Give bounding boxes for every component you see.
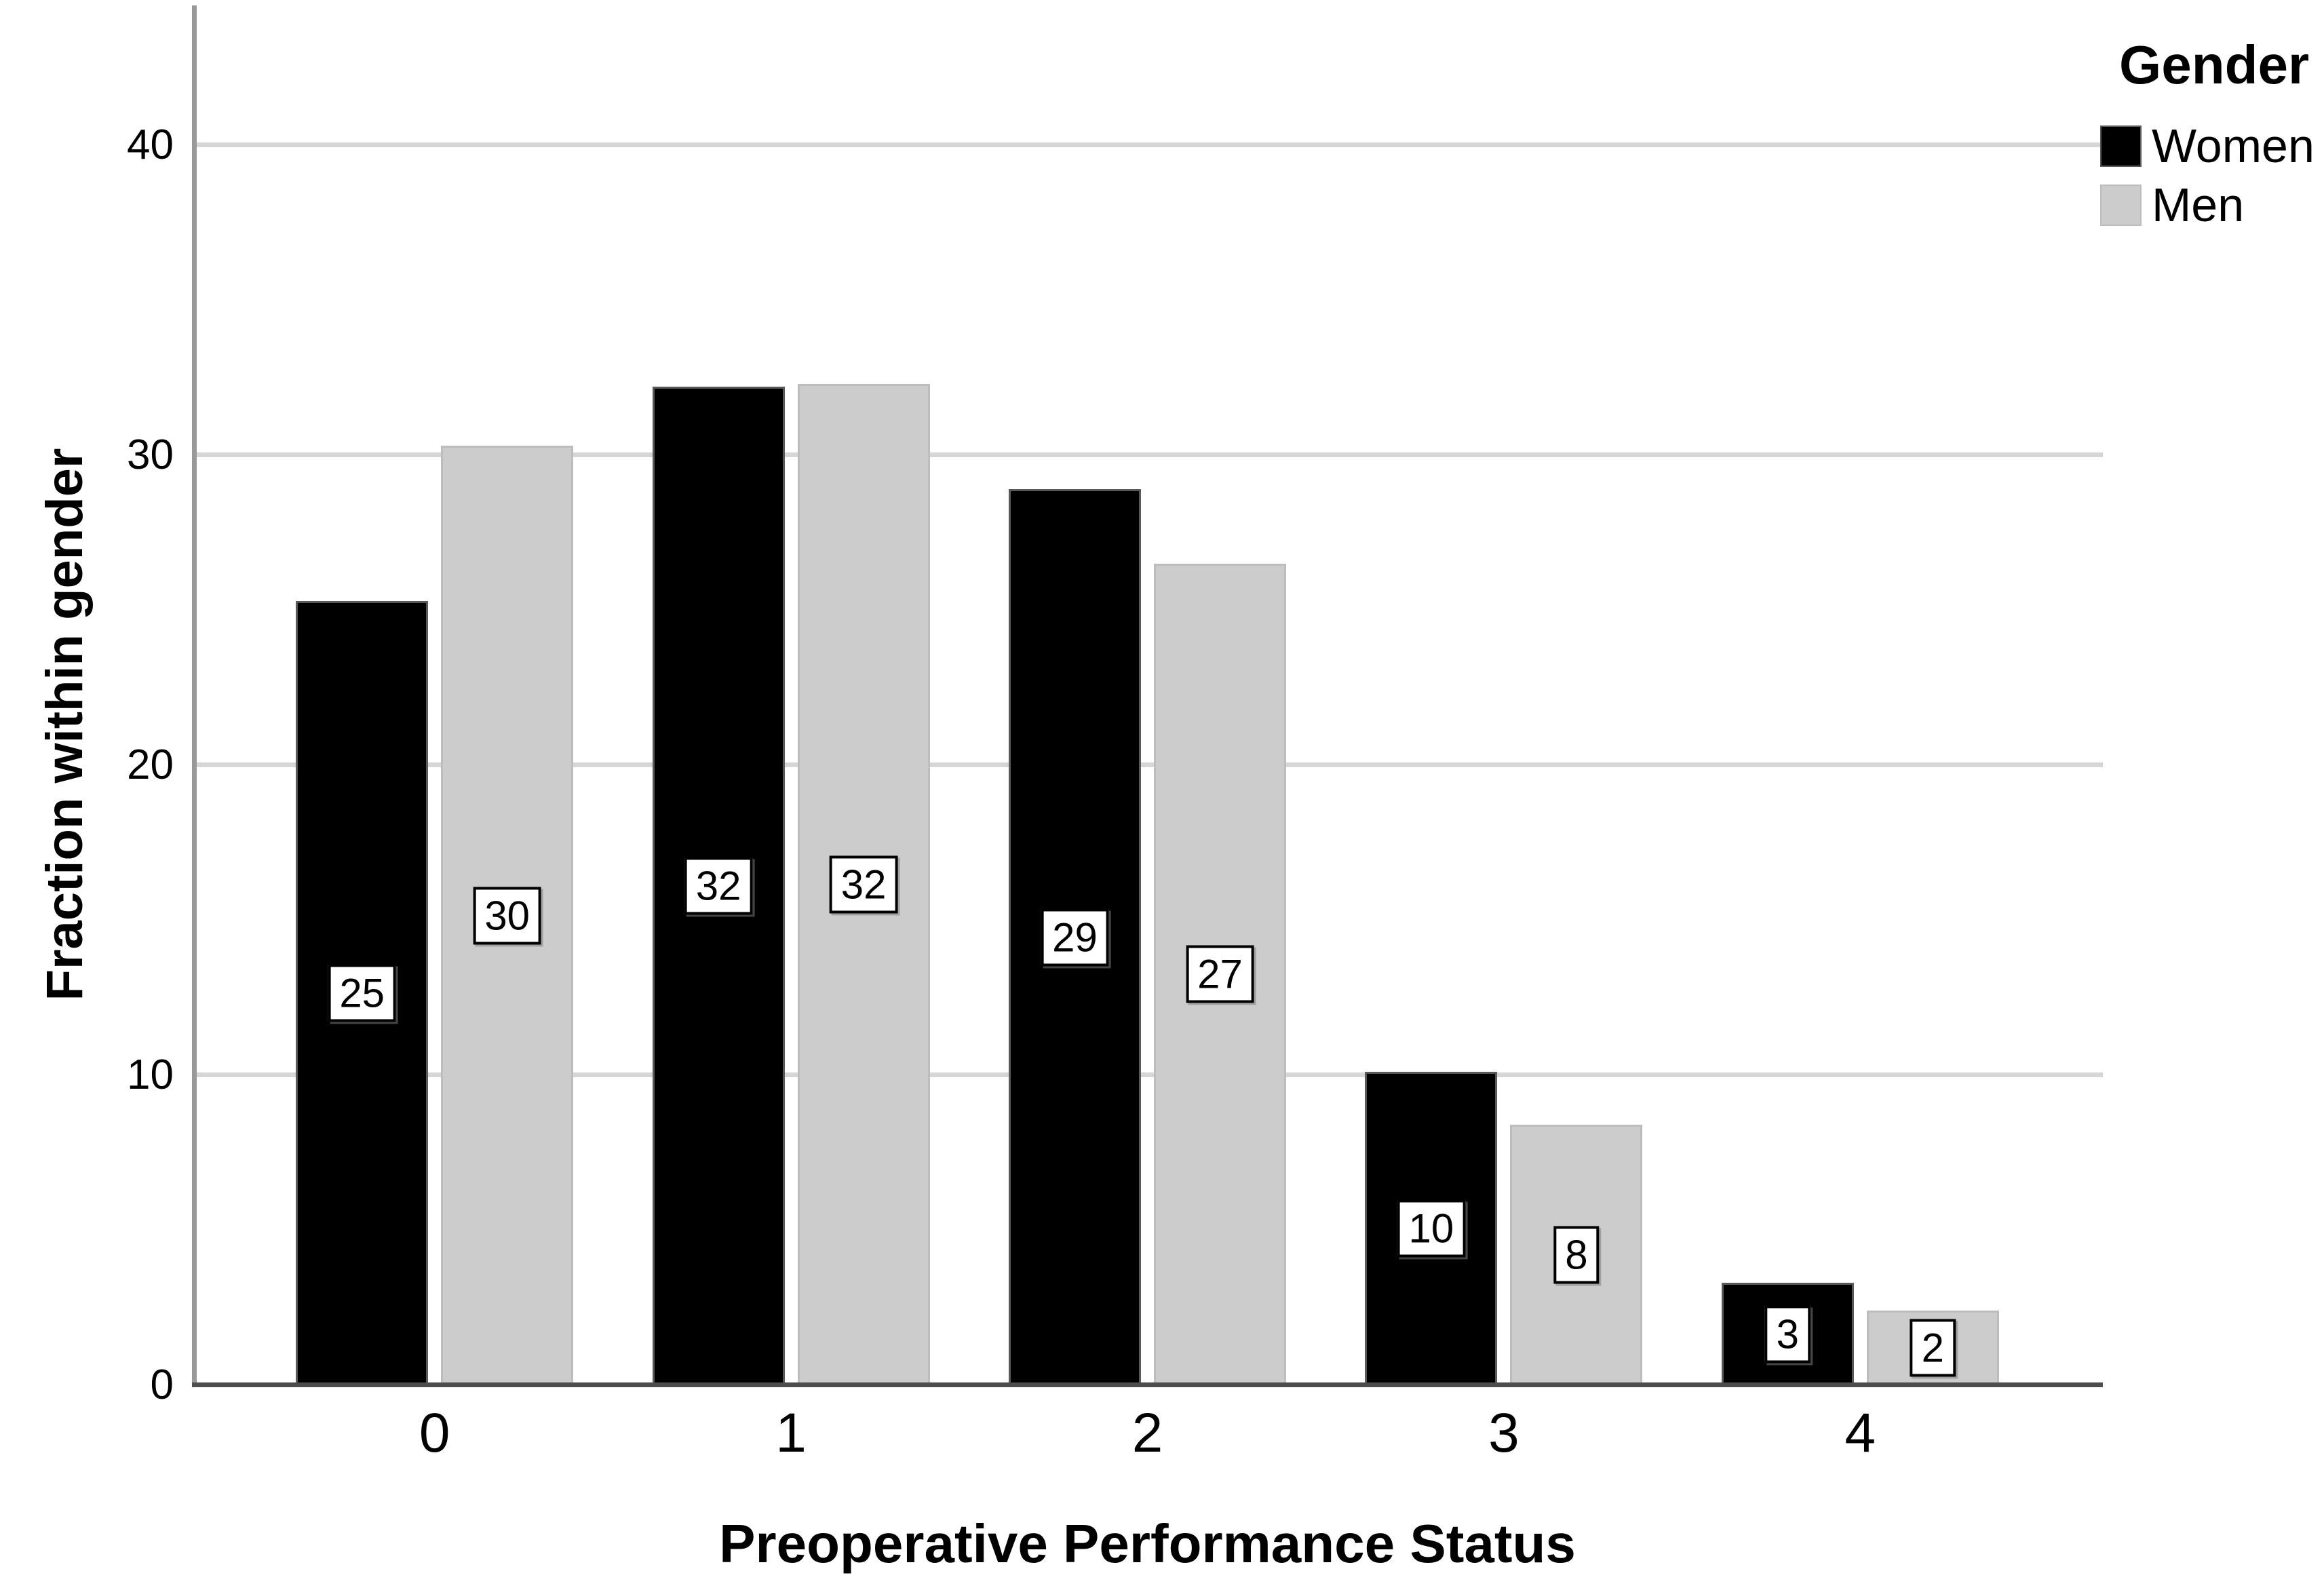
bar-men-2: 27 [1154, 563, 1286, 1385]
gridline-40 [192, 142, 2103, 148]
bar-value-label-women-4: 3 [1764, 1305, 1810, 1363]
legend: Gender Women Men [2100, 35, 2315, 240]
y-tick-label-10: 10 [127, 1051, 174, 1098]
legend-swatch-men [2100, 184, 2142, 226]
x-axis-title: Preoperative Performance Status [719, 1513, 1576, 1574]
bar-women-4: 3 [1721, 1283, 1854, 1385]
gridline-20 [192, 762, 2103, 768]
legend-swatch-women [2100, 125, 2142, 167]
x-axis-line [192, 1382, 2103, 1387]
y-tick-label-30: 30 [127, 431, 174, 478]
legend-items: Women Men [2100, 122, 2315, 229]
bar-men-4: 2 [1866, 1311, 1999, 1385]
bar-value-label-men-3: 8 [1553, 1226, 1600, 1284]
bar-men-3: 8 [1510, 1125, 1643, 1385]
bar-value-label-men-1: 32 [829, 855, 898, 914]
legend-label-women: Women [2152, 119, 2315, 172]
bar-women-0: 25 [296, 600, 429, 1385]
y-axis-line [192, 5, 197, 1385]
plot-area: 25 30 32 32 29 27 10 8 3 2 [192, 5, 2103, 1387]
legend-item-men: Men [2100, 181, 2315, 229]
bar-women-2: 29 [1009, 489, 1141, 1385]
y-axis-title: Fraction within gender [36, 448, 94, 1001]
legend-item-women: Women [2100, 122, 2315, 170]
y-tick-label-40: 40 [127, 121, 174, 168]
legend-label-men: Men [2152, 178, 2245, 231]
bar-value-label-women-3: 10 [1397, 1199, 1466, 1258]
bar-women-1: 32 [652, 387, 785, 1385]
bar-value-label-men-2: 27 [1186, 945, 1254, 1003]
y-tick-label-20: 20 [127, 741, 174, 788]
x-category-label-4: 4 [1844, 1402, 1876, 1464]
gridline-30 [192, 452, 2103, 458]
x-category-label-0: 0 [419, 1402, 450, 1464]
bar-value-label-men-4: 2 [1910, 1319, 1956, 1377]
bar-men-1: 32 [797, 383, 930, 1385]
x-category-label-2: 2 [1131, 1402, 1163, 1464]
bar-value-label-women-0: 25 [328, 964, 397, 1022]
x-category-label-3: 3 [1488, 1402, 1519, 1464]
gridline-10 [192, 1072, 2103, 1078]
bar-value-label-men-0: 30 [473, 887, 542, 945]
bar-women-3: 10 [1365, 1072, 1498, 1385]
bar-value-label-women-1: 32 [684, 857, 753, 915]
y-tick-label-0: 0 [150, 1361, 174, 1408]
legend-title: Gender [2119, 35, 2310, 95]
bar-value-label-women-2: 29 [1041, 908, 1109, 967]
x-category-label-1: 1 [775, 1402, 807, 1464]
bar-men-0: 30 [441, 446, 574, 1385]
